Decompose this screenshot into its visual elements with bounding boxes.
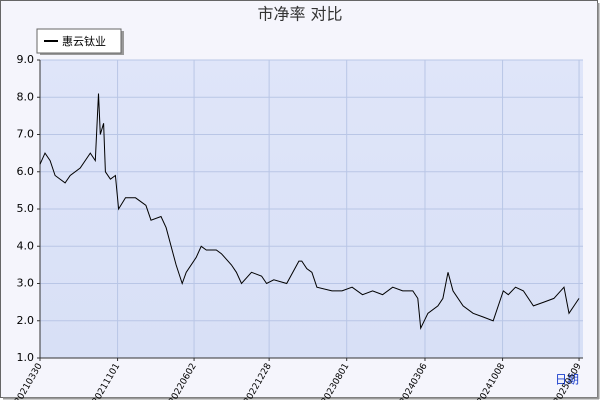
y-tick-label: 3.0: [17, 277, 35, 290]
x-axis-label: 日期: [555, 373, 579, 387]
y-tick-label: 1.0: [17, 351, 35, 364]
legend-label: 惠云钛业: [62, 34, 106, 48]
data-line: [39, 93, 580, 331]
y-tick-label: 4.0: [17, 239, 35, 252]
y-tick-label: 5.0: [17, 202, 35, 215]
chart-title: 市净率 对比: [257, 5, 342, 24]
y-tick-label: 9.0: [17, 53, 35, 66]
y-tick-label: 8.0: [17, 90, 35, 103]
y-tick-label: 6.0: [17, 165, 35, 178]
y-tick-label: 7.0: [17, 128, 35, 141]
y-tick-label: 2.0: [17, 314, 35, 327]
legend: 惠云钛业: [36, 28, 124, 55]
